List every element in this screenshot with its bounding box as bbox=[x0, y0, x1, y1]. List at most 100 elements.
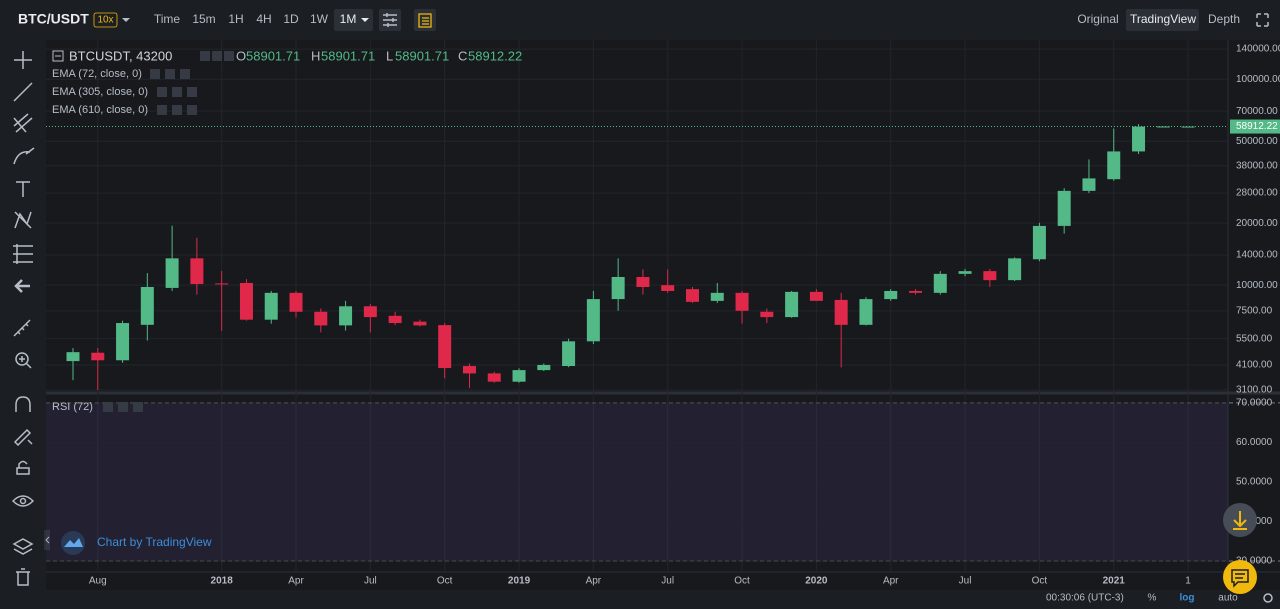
layers-tool[interactable] bbox=[12, 538, 34, 555]
fullscreen-icon[interactable] bbox=[1256, 13, 1269, 27]
caret[interactable] bbox=[122, 18, 130, 22]
last-price-label: 58912.22 bbox=[1236, 121, 1278, 132]
chat-button[interactable] bbox=[1223, 560, 1257, 594]
measure-tool[interactable] bbox=[13, 244, 33, 264]
auto-toggle[interactable]: auto bbox=[1218, 593, 1238, 604]
interval-tab[interactable]: 1D bbox=[283, 12, 299, 26]
back-arrow[interactable] bbox=[14, 279, 30, 293]
interval-tab[interactable]: 4H bbox=[256, 12, 271, 26]
interval-tab[interactable]: Time bbox=[154, 12, 181, 26]
x-tick-label: 2021 bbox=[1103, 576, 1126, 587]
interval-tab[interactable]: 15m bbox=[192, 12, 215, 26]
line-tool[interactable] bbox=[13, 82, 33, 102]
rsi-title: RSI (72) bbox=[52, 401, 93, 413]
pattern-tool[interactable] bbox=[14, 211, 32, 229]
legend-button[interactable] bbox=[172, 87, 182, 97]
leverage-box[interactable] bbox=[93, 12, 118, 28]
view-tab[interactable]: Original bbox=[1077, 12, 1118, 26]
trash-tool[interactable] bbox=[16, 568, 30, 586]
eye-tool[interactable] bbox=[11, 495, 35, 507]
interval-tab[interactable]: 1W bbox=[310, 12, 329, 26]
legend-button[interactable] bbox=[150, 69, 160, 79]
legend-button[interactable] bbox=[200, 51, 210, 61]
crosshair-tool[interactable] bbox=[14, 51, 32, 69]
lock-drawing-tool[interactable] bbox=[13, 428, 33, 447]
leverage[interactable]: 10x bbox=[97, 15, 113, 26]
legend-button[interactable] bbox=[118, 402, 128, 412]
candle-body bbox=[809, 291, 823, 301]
brush-tool[interactable] bbox=[13, 147, 35, 165]
candle-body bbox=[1032, 225, 1046, 260]
candle-body bbox=[438, 325, 452, 369]
collapse-arrow bbox=[45, 536, 50, 544]
legend-button[interactable] bbox=[103, 402, 113, 412]
legend-button[interactable] bbox=[187, 105, 197, 115]
legend-button[interactable] bbox=[187, 87, 197, 97]
collapse-legend[interactable] bbox=[52, 50, 64, 62]
orders-icon bbox=[418, 13, 432, 28]
ohlc-value: 58912.22 bbox=[468, 48, 522, 63]
log-toggle[interactable]: log bbox=[1180, 593, 1195, 604]
candle-body bbox=[1082, 178, 1096, 191]
candle-body bbox=[165, 258, 179, 288]
ruler-tool[interactable] bbox=[13, 319, 31, 337]
legend-button[interactable] bbox=[212, 51, 222, 61]
percent-toggle[interactable]: % bbox=[1148, 593, 1157, 604]
interval-tab[interactable]: 1H bbox=[228, 12, 243, 26]
legend-button[interactable] bbox=[165, 69, 175, 79]
x-tick-label: Oct bbox=[734, 576, 750, 587]
candle-body bbox=[91, 352, 105, 361]
lock-tool[interactable] bbox=[16, 460, 30, 475]
legend-buttons bbox=[200, 51, 234, 61]
legend-button[interactable] bbox=[157, 105, 167, 115]
x-tick-label: Oct bbox=[1032, 576, 1048, 587]
settings-gear[interactable] bbox=[1263, 593, 1273, 603]
y-tick-label: 14000.00 bbox=[1236, 250, 1278, 261]
eye-pupil bbox=[19, 497, 27, 505]
ohlc-legend: O 58901.71 H 58901.71 L 58901.71 C 58912… bbox=[236, 48, 522, 63]
y-tick-label: 7500.00 bbox=[1236, 306, 1273, 317]
ohlc-label: H bbox=[311, 48, 320, 63]
legend-button[interactable] bbox=[224, 51, 234, 61]
candle-body bbox=[785, 291, 799, 318]
legend-button[interactable] bbox=[157, 87, 167, 97]
candle-body bbox=[884, 290, 898, 300]
candle-body bbox=[661, 285, 675, 291]
y-tick-label: 50000.00 bbox=[1236, 136, 1278, 147]
x-tick-label: Oct bbox=[437, 576, 453, 587]
candle-body bbox=[264, 292, 278, 320]
y-tick-label: 50.0000 bbox=[1236, 477, 1273, 488]
candle-body bbox=[909, 290, 923, 293]
candle-body bbox=[116, 323, 130, 361]
indicator-label: EMA (305, close, 0) bbox=[52, 86, 148, 98]
view-tab[interactable]: TradingView bbox=[1130, 12, 1196, 26]
candle-body bbox=[685, 289, 699, 302]
y-tick-label: 10000.00 bbox=[1236, 280, 1278, 291]
collapse-toggle[interactable] bbox=[44, 530, 50, 550]
candle-body bbox=[289, 292, 303, 312]
rsi-buttons bbox=[103, 402, 143, 412]
x-tick-label: Jul bbox=[661, 576, 674, 587]
legend-button[interactable] bbox=[180, 69, 190, 79]
orders-button[interactable] bbox=[414, 9, 436, 31]
interval-tab[interactable]: 1M bbox=[340, 12, 357, 26]
view-tab[interactable]: Depth bbox=[1208, 12, 1240, 26]
magnet-tool[interactable] bbox=[15, 396, 31, 412]
text-tool[interactable] bbox=[16, 181, 30, 197]
legend-button[interactable] bbox=[133, 402, 143, 412]
candle-body bbox=[1132, 126, 1146, 152]
caret[interactable] bbox=[361, 18, 369, 22]
candle-body bbox=[562, 341, 576, 367]
candle-body bbox=[1008, 258, 1022, 281]
candle-body bbox=[512, 370, 526, 382]
y-tick-label: 140000.00 bbox=[1236, 44, 1280, 55]
ohlc-value: 58901.71 bbox=[395, 48, 449, 63]
settings-icon bbox=[383, 13, 397, 27]
legend-button[interactable] bbox=[172, 105, 182, 115]
y-tick-label: 3100.00 bbox=[1236, 385, 1273, 396]
symbol[interactable]: BTC/USDT bbox=[18, 11, 89, 27]
zoom-tool[interactable] bbox=[15, 352, 29, 366]
fib-tool[interactable] bbox=[13, 113, 33, 133]
candle-body bbox=[760, 311, 774, 318]
watermark[interactable]: Chart by TradingView bbox=[97, 535, 212, 549]
